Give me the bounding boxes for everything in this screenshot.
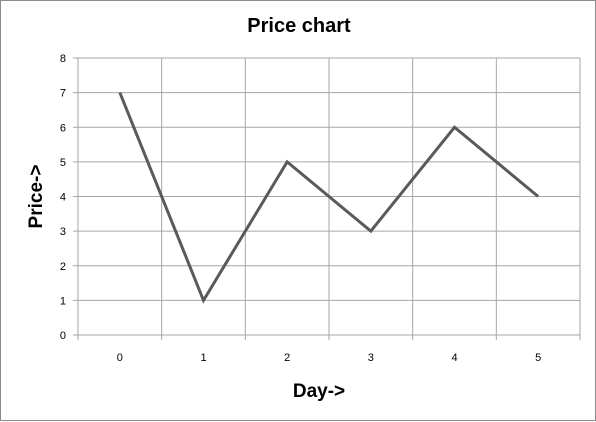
grid-layer [73, 58, 580, 340]
y-tick-label: 3 [60, 226, 66, 238]
x-tick-label: 3 [368, 352, 374, 364]
y-tick-label: 7 [60, 88, 66, 100]
x-tick-label: 4 [451, 352, 457, 364]
x-tick-label: 1 [200, 352, 206, 364]
y-tick-label: 6 [60, 122, 66, 134]
y-tick-label: 5 [60, 157, 66, 169]
x-tick-label: 2 [284, 352, 290, 364]
y-tick-label: 8 [60, 53, 66, 65]
y-axis-title: Price-> [26, 165, 47, 229]
y-tick-label: 0 [60, 330, 66, 342]
y-tick-label: 4 [60, 192, 66, 204]
x-tick-label: 0 [117, 352, 123, 364]
y-tick-label: 1 [60, 295, 66, 307]
x-axis-title: Day-> [293, 381, 345, 402]
y-tick-labels: 0 1 2 3 4 5 6 7 8 [60, 53, 66, 342]
x-tick-label: 5 [535, 352, 541, 364]
x-tick-labels: 0 1 2 3 4 5 [117, 352, 541, 364]
y-tick-label: 2 [60, 261, 66, 273]
